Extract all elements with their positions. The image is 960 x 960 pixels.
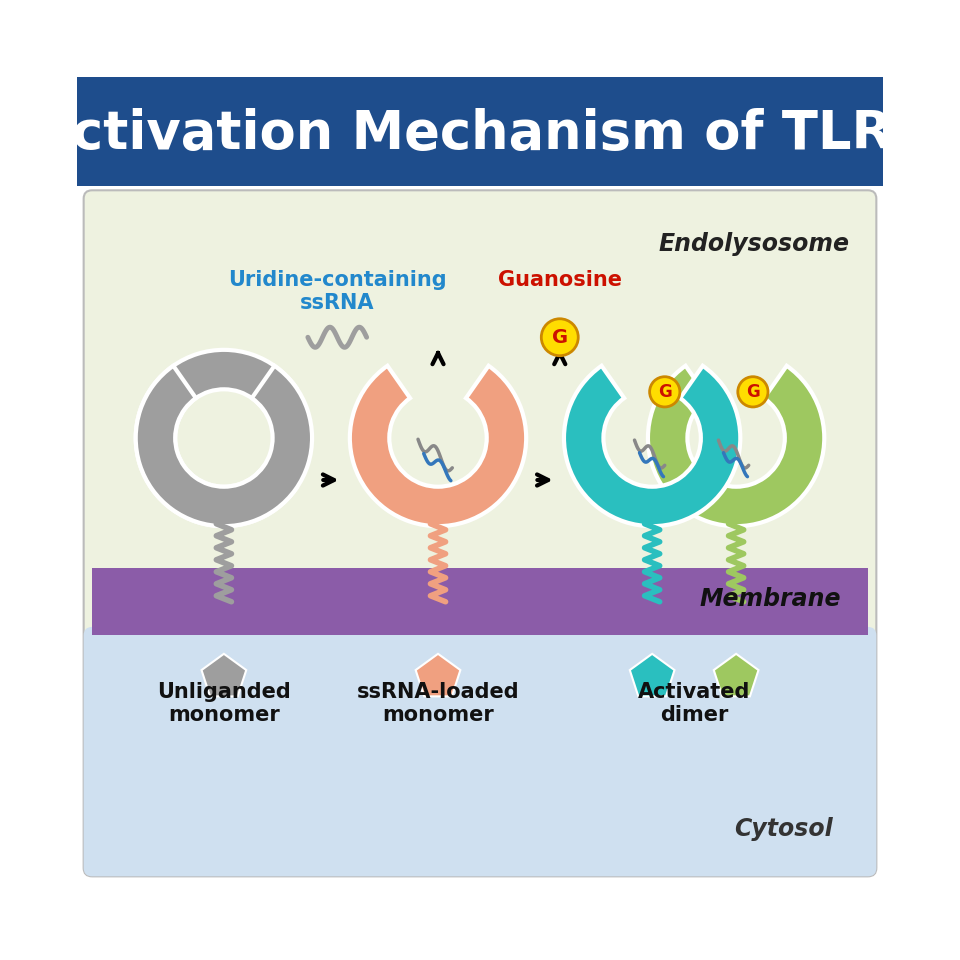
Bar	[92, 568, 868, 636]
FancyBboxPatch shape	[84, 627, 876, 876]
Text: ssRNA-loaded
monomer: ssRNA-loaded monomer	[357, 682, 519, 725]
Text: Unliganded
monomer: Unliganded monomer	[157, 682, 291, 725]
Wedge shape	[564, 366, 740, 526]
Text: Activation Mechanism of TLR7: Activation Mechanism of TLR7	[31, 108, 929, 160]
Polygon shape	[416, 654, 461, 696]
Text: Endolysosome: Endolysosome	[659, 232, 850, 256]
Circle shape	[650, 376, 680, 407]
Bar	[77, 77, 883, 186]
Text: Uridine-containing
ssRNA: Uridine-containing ssRNA	[228, 270, 446, 313]
Wedge shape	[648, 366, 825, 526]
Wedge shape	[135, 366, 312, 526]
FancyBboxPatch shape	[84, 190, 876, 876]
Text: Activated
dimer: Activated dimer	[638, 682, 751, 725]
Text: G: G	[658, 383, 672, 401]
Text: G: G	[746, 383, 759, 401]
Wedge shape	[349, 366, 526, 526]
Text: G: G	[552, 327, 567, 347]
Text: Guanosine: Guanosine	[498, 270, 622, 290]
Polygon shape	[630, 654, 675, 696]
Wedge shape	[135, 349, 296, 526]
Circle shape	[541, 319, 578, 356]
Polygon shape	[713, 654, 758, 696]
Text: Membrane: Membrane	[700, 588, 841, 612]
Text: Cytosol: Cytosol	[734, 817, 832, 841]
Circle shape	[738, 376, 768, 407]
Polygon shape	[202, 654, 247, 696]
